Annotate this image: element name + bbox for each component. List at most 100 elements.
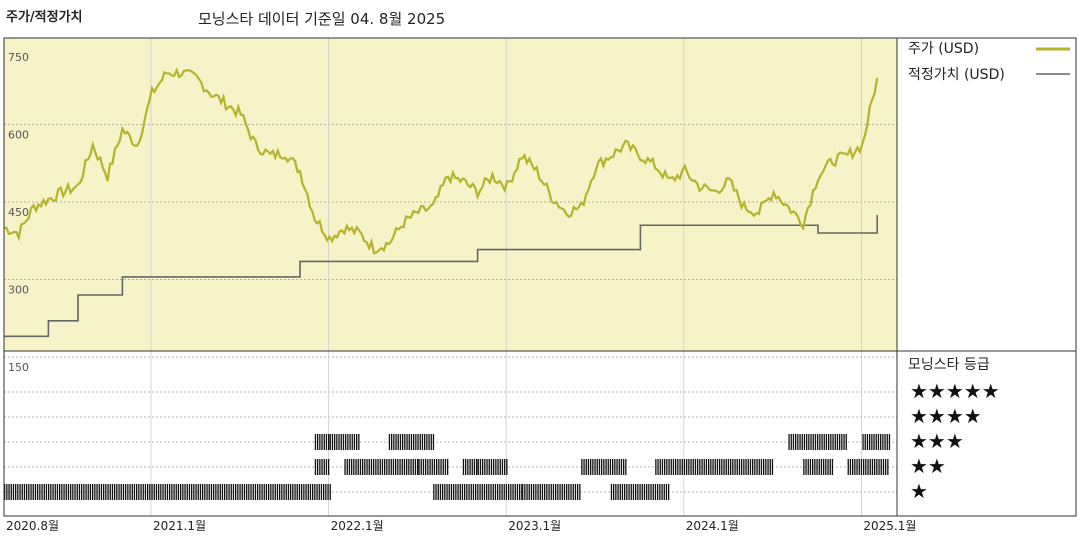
rating-bar-tick [493,459,495,475]
rating-bar-tick [309,484,312,500]
price-line [3,67,879,255]
rating-bar-tick [325,434,328,450]
rating-bar-tick [763,459,765,475]
rating-bar-tick [23,484,26,500]
rating-bar-tick [873,434,875,450]
rating-bar-tick [874,459,876,475]
rating-bar-tick [21,484,23,500]
rating-bar-tick [482,459,484,475]
rating-bar-tick [510,484,512,500]
rating-bar-tick [319,459,321,475]
rating-bar-tick [632,484,635,500]
rating-bar-tick [317,459,319,475]
rating-bar-tick [457,484,459,500]
rating-bar-tick [754,459,756,475]
rating-bar-tick [52,484,54,500]
rating-bar-tick [828,434,830,450]
rating-bar-tick [424,434,426,450]
rating-bar-tick [624,484,626,500]
rating-bar-tick [620,459,623,475]
rating-bar-tick [276,484,279,500]
rating-bar-tick [63,484,65,500]
rating-bar-tick [665,484,668,500]
rating-bar-tick [377,459,379,475]
rating-bar-tick [805,459,807,475]
rating-bar-tick [492,484,494,500]
rating-bar-tick [865,459,867,475]
rating-bar-tick [699,459,701,475]
rating-bar-tick [224,484,226,500]
rating-bar-tick [28,484,30,500]
rating-bar-tick [239,484,241,500]
rating-bar-tick [710,459,712,475]
rating-bar-tick [366,459,368,475]
rating-bar-tick [404,434,406,450]
rating-bar-tick [795,434,797,450]
rating-bar-tick [834,434,836,450]
rating-bar-tick [76,484,78,500]
rating-bar-tick [490,484,492,500]
rating-bar-tick [581,459,583,475]
rating-bar-tick [537,484,539,500]
rating-bar-tick [180,484,182,500]
rating-bar-tick [797,434,799,450]
rating-bar-tick [437,484,439,500]
rating-bar-tick [809,459,812,475]
rating-bar-tick [821,434,823,450]
rating-bar-tick [683,459,686,475]
rating-bar-tick [479,459,482,475]
rating-bar-tick [105,484,107,500]
rating-bar-tick [619,484,621,500]
rating-bar-tick [103,484,105,500]
x-tick-label: 2023.1월 [508,519,561,533]
rating-bar-tick [661,459,664,475]
rating-bar-tick [408,434,410,450]
rating-bar-tick [694,459,697,475]
rating-bar-tick [419,434,421,450]
rating-bar-tick [819,434,821,450]
rating-bar-tick [555,484,557,500]
rating-bar-tick [353,459,355,475]
rating-bar-tick [48,484,50,500]
rating-bar-tick [248,484,250,500]
rating-bar-tick [499,484,501,500]
rating-bar-tick [100,484,103,500]
rating-bar-tick [626,484,628,500]
rating-bar-tick [481,484,483,500]
rating-bar-tick [140,484,142,500]
rating-bar-tick [287,484,290,500]
rating-bar-tick [439,484,442,500]
rating-bar-tick [116,484,118,500]
rating-bar-tick [422,459,425,475]
rating-bar-tick [420,459,422,475]
rating-star-row: ★★★ [910,429,964,453]
rating-bar-tick [375,459,377,475]
rating-bar-tick [690,459,692,475]
rating-bar-tick [431,459,433,475]
rating-bar-tick [736,459,738,475]
rating-bar-tick [257,484,259,500]
rating-bar-tick [226,484,228,500]
legend-fair-value-label: 적정가치 (USD) [908,67,1005,83]
rating-bar-tick [59,484,61,500]
rating-bar-tick [880,434,882,450]
rating-bar-tick [436,459,438,475]
rating-bar-tick [403,459,406,475]
rating-bar-tick [210,484,213,500]
rating-bar-tick [397,434,399,450]
rating-bar-tick [353,434,356,450]
rating-bar-tick [596,459,598,475]
rating-bar-tick [825,459,827,475]
rating-bar-tick [388,459,390,475]
rating-bar-tick [585,459,587,475]
rating-bar-tick [217,484,219,500]
rating-bar-tick [328,434,330,450]
rating-bar-tick [860,459,863,475]
rating-bar-tick [259,484,261,500]
rating-bar-tick [164,484,166,500]
rating-bar-tick [348,459,351,475]
rating-bar-tick [856,459,858,475]
rating-bar-tick [829,459,831,475]
rating-bar-tick [701,459,703,475]
rating-bar-tick [692,459,694,475]
